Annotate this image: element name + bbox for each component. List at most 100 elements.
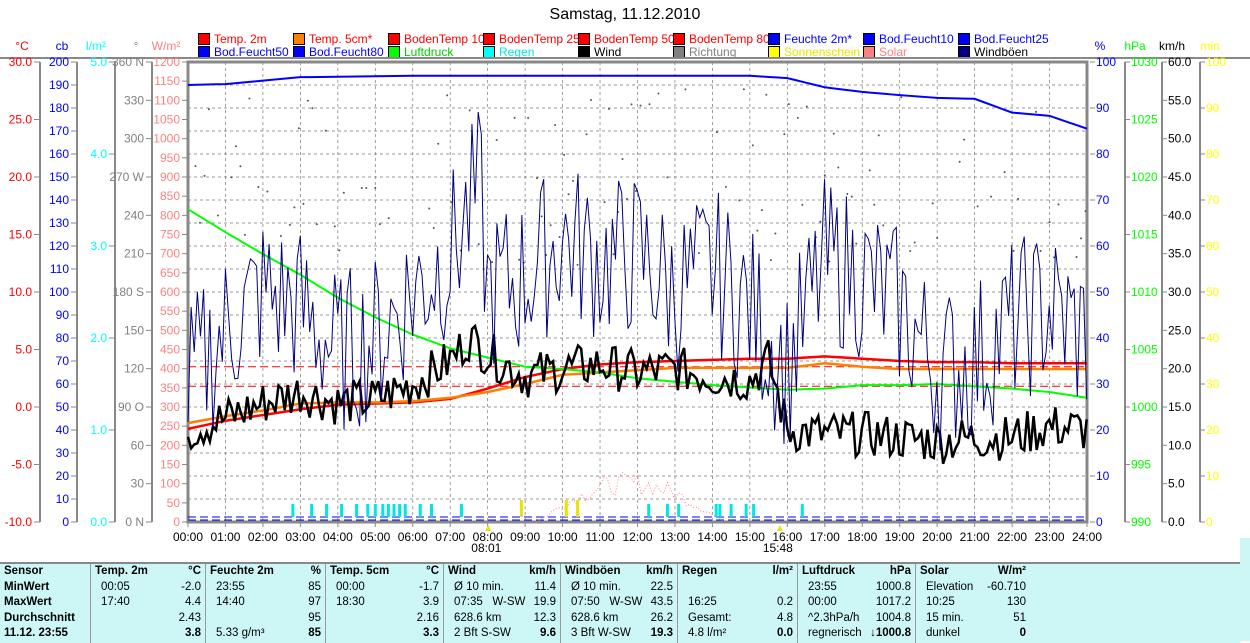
direction-point [648,103,651,106]
legend-swatch [388,33,400,45]
direction-point [936,236,939,239]
scrollbar[interactable] [1240,538,1250,641]
table-row: 15 min. 51 [920,611,1026,627]
table-row: 16:25 0.2 [682,595,793,611]
cell-label: 11.12. 23:55 [4,627,68,639]
series-feuchte-2m [187,74,1088,130]
direction-point [288,223,291,226]
direction-point [873,203,876,206]
cell-label: 00:05 [101,580,130,593]
table-row: 00:00 -1.7 [330,580,439,596]
rain-bar [355,504,359,517]
legend-label: Solar [879,45,908,59]
direction-point [608,107,611,110]
axis-tick-label: 35.0 [1168,247,1192,261]
cell-value: 3.9 [423,596,439,608]
axis-tick-label: 2.0 [90,331,107,345]
axis-tick-label: 20.0 [1168,362,1192,376]
legend-item: BodenTemp 25 [483,32,580,46]
rain-bar [381,504,385,517]
direction-point [216,214,219,217]
direction-point [243,233,246,236]
axis-tick-label: 240 [124,208,144,222]
table-row: 07:50 W-SW 43.5 [565,595,673,611]
table-row: 18:30 3.9 [330,595,439,611]
legend-swatch [483,33,495,45]
direction-point [324,129,327,132]
axis-tick-label: 80 [56,331,70,345]
axis-tick-label: 90 [1206,101,1220,115]
legend-swatch [863,33,875,45]
rain-bar [429,504,433,517]
axis-tick-label: 10 [1096,469,1110,483]
cell-value: -60.710 [986,580,1026,593]
axis-tick-label: 170 [49,124,69,138]
cell-label: ^2.3hPa/h [808,611,860,624]
cell-label: 07:50 W-SW [571,596,643,608]
legend-label: Wind [594,45,622,59]
x-tick-label: 02:00 [248,530,278,544]
axis-unit-label: hPa [1124,39,1146,53]
sunshine-bar [519,500,523,517]
cell-label: Windböen [565,565,621,577]
direction-point [257,185,260,188]
direction-point [378,223,381,226]
cell-label: dunkel [926,627,960,639]
legend-swatch [293,33,305,45]
cell-value: 1004.8 [875,611,911,624]
x-tick-label: 17:00 [810,530,840,544]
cell-label [682,580,793,596]
direction-point [1039,250,1042,253]
sunset-label: 15:48 [763,541,793,555]
cell-label: Gesamt: [688,611,732,624]
axis-tick-label: 50.0 [1168,132,1192,146]
direction-point [684,88,687,91]
axis-tick-label: 190 [49,78,69,92]
cell-label: Temp. 5cm [330,565,390,577]
direction-point [549,224,552,227]
table-row: MaxWert [4,595,86,611]
direction-point [306,99,309,102]
legend-item: BodenTemp 10 [388,32,485,46]
axis-tick-label: 110 [50,262,69,276]
cell-label: 5.33 g/m³ [216,627,265,639]
cell-value: 2.43 [178,611,201,624]
direction-point [365,186,368,189]
legend-label: BodenTemp 25 [499,32,580,46]
axis-tick-label: 200 [160,438,180,452]
direction-point [801,203,804,206]
legend-swatch [198,33,210,45]
rain-bar [718,504,722,517]
direction-point [1080,237,1083,240]
direction-point [1075,256,1078,259]
axis-tick-label: 0.0 [90,515,107,529]
table-column: Feuchte 2m% 23:55 85 14:40 97 95 5.33 g/m³ 85 [205,564,325,643]
x-tick-label: 23:00 [1035,530,1065,544]
axis-tick-label: 30.0 [9,55,33,69]
direction-point [293,206,296,209]
table-row: Wind km/h [448,564,556,580]
direction-point [297,127,300,130]
direction-point [1053,256,1056,259]
cell-value: 95 [308,611,321,624]
direction-point [437,142,440,145]
x-tick-label: 07:00 [435,530,465,544]
cell-value: 4.8 [777,611,793,624]
direction-point [635,190,638,193]
cell-value: 51 [1013,611,1026,624]
table-row: MinWert [4,580,86,596]
series-windböen [187,111,1088,451]
cell-label: 17:40 [101,596,130,608]
axis-unit-label: km/h [1159,39,1185,53]
table-row: 3.3 [330,626,439,642]
axis-tick-label: 20.0 [9,170,33,184]
rain-bar [418,504,422,517]
legend-item: Bod.Feucht80 [293,45,384,59]
axis-tick-label: 50 [1096,285,1110,299]
axis-tick-label: 550 [160,304,180,318]
solar-series [536,472,724,523]
cell-label: 00:00 [336,580,365,593]
rain-bar [373,504,377,517]
axis-tick-label: 210 [124,247,144,261]
table-row: Temp. 2m °C [95,564,201,580]
